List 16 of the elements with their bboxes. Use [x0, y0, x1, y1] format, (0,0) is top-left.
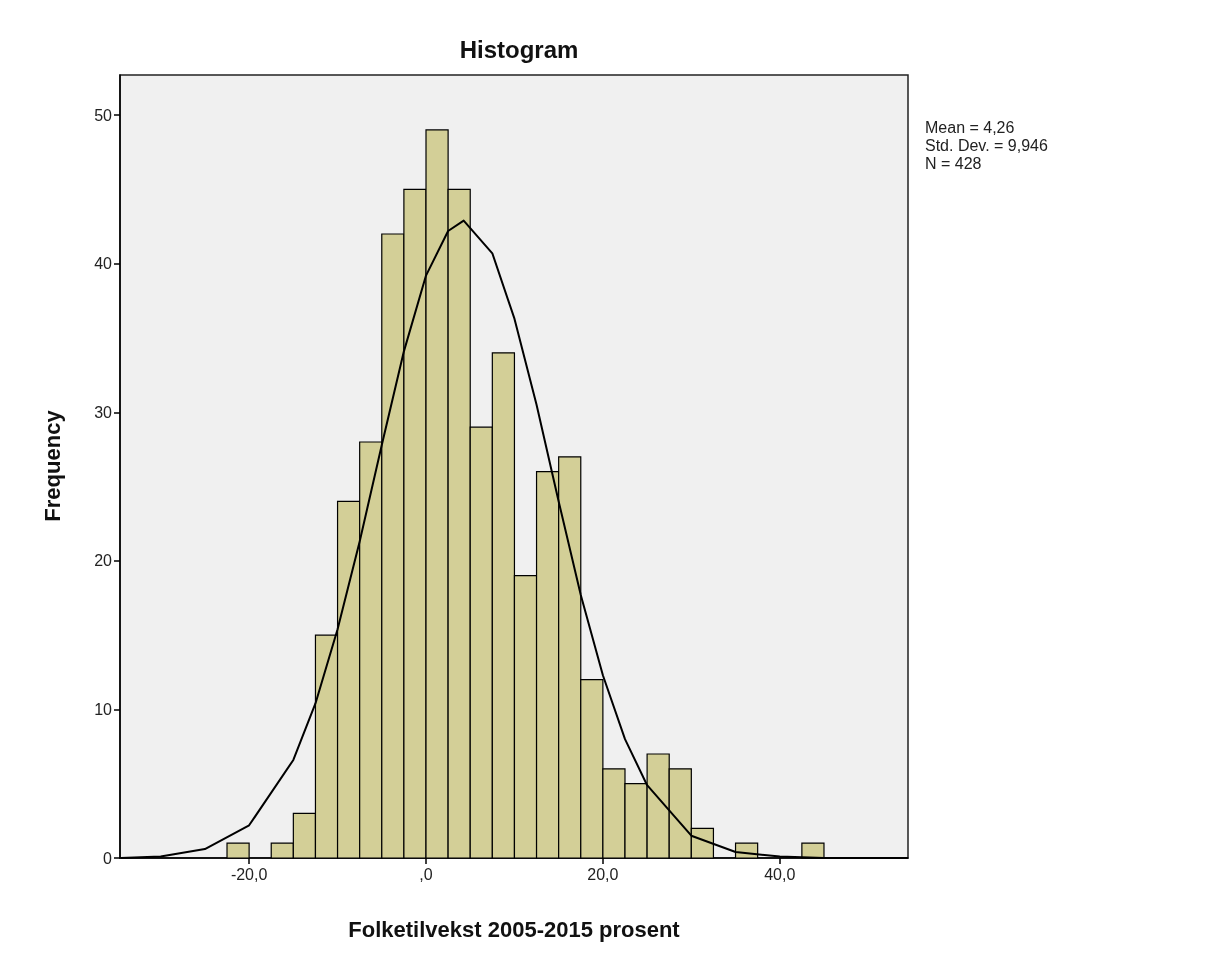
y-tick-label: 10 [94, 700, 113, 718]
chart-title: Histogram [459, 35, 579, 63]
text: Mean = 4,26 [925, 118, 1015, 136]
y-tick-label: 20 [94, 552, 113, 570]
y-tick-label: 40 [94, 255, 113, 273]
y-axis-title: Frequency [39, 409, 65, 522]
text: Std. Dev. = 9,946 [925, 136, 1048, 154]
x-tick-label: 40,0 [764, 865, 796, 883]
text: N = 428 [925, 154, 982, 172]
y-tick-label: 0 [103, 849, 113, 867]
x-tick-label: 20,0 [587, 865, 619, 883]
x-axis-title: Folketilvekst 2005-2015 prosent [348, 916, 681, 942]
x-tick-label: -20,0 [230, 865, 268, 883]
y-tick-label: 50 [94, 106, 113, 124]
y-tick-label: 30 [94, 403, 113, 421]
x-tick-label: ,0 [419, 865, 433, 883]
